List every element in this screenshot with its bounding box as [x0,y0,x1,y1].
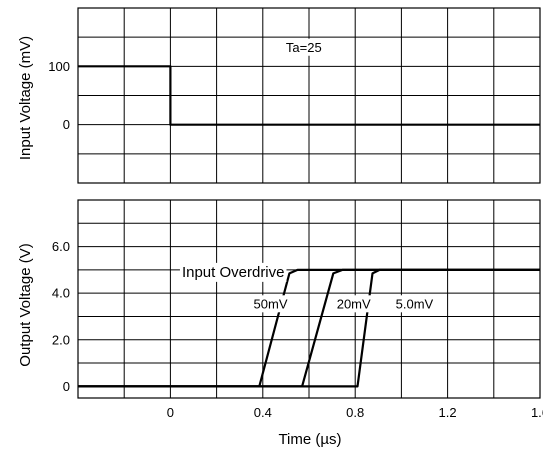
series-line-0 [78,65,540,126]
input-voltage-annotations: Ta=25 [283,38,324,56]
series-line-2 [78,268,540,388]
input-voltage-ylabel: Input Voltage (mV) [17,36,34,160]
input-voltage-traces [78,65,540,126]
y-tick-label: 0 [63,117,70,132]
annotation-label: 20mV [337,296,371,311]
output-voltage-ticks: 6.0 4.0 2.0 0 0 0.4 0.8 1.2 1.6 [52,239,543,420]
annotation-background [334,295,374,313]
input-voltage-panel: 100 0 Ta=25 Input Voltage (mV) [17,7,541,184]
y-tick-label: 0 [63,379,70,394]
x-tick-label: 1.6 [531,405,543,420]
time-xlabel: Time (µs) [278,431,341,448]
output-voltage-ylabel: Output Voltage (V) [17,243,34,366]
x-tick-label: 0 [167,405,174,420]
output-voltage-panel: 6.0 4.0 2.0 0 0 0.4 0.8 1.2 1.6 Input Overdrive 5… [17,199,543,448]
x-tick-label: 1.2 [439,405,457,420]
annotation-label: Input Overdrive [182,264,285,281]
annotation-label: 5.0mV [396,296,434,311]
annotation-background [179,262,287,282]
x-tick-label: 0.8 [346,405,364,420]
annotation-label: Ta=25 [286,40,322,55]
y-tick-label: 6.0 [52,239,70,254]
y-tick-label: 2.0 [52,332,70,347]
y-tick-label: 100 [48,59,70,74]
input-voltage-ticks: 100 0 [48,59,70,132]
annotation-label: 50mV [254,296,288,311]
y-tick-label: 4.0 [52,286,70,301]
input-voltage-grid [77,7,541,184]
output-voltage-traces [78,268,540,388]
output-voltage-grid [77,199,541,399]
output-voltage-annotations: Input Overdrive 50mV 20mV 5.0mV [179,262,436,313]
annotation-background [283,38,324,56]
plot-frame [77,199,541,399]
plot-frame [77,7,541,184]
annotation-background [251,295,290,313]
annotation-background [393,295,436,313]
x-tick-label: 0.4 [254,405,272,420]
